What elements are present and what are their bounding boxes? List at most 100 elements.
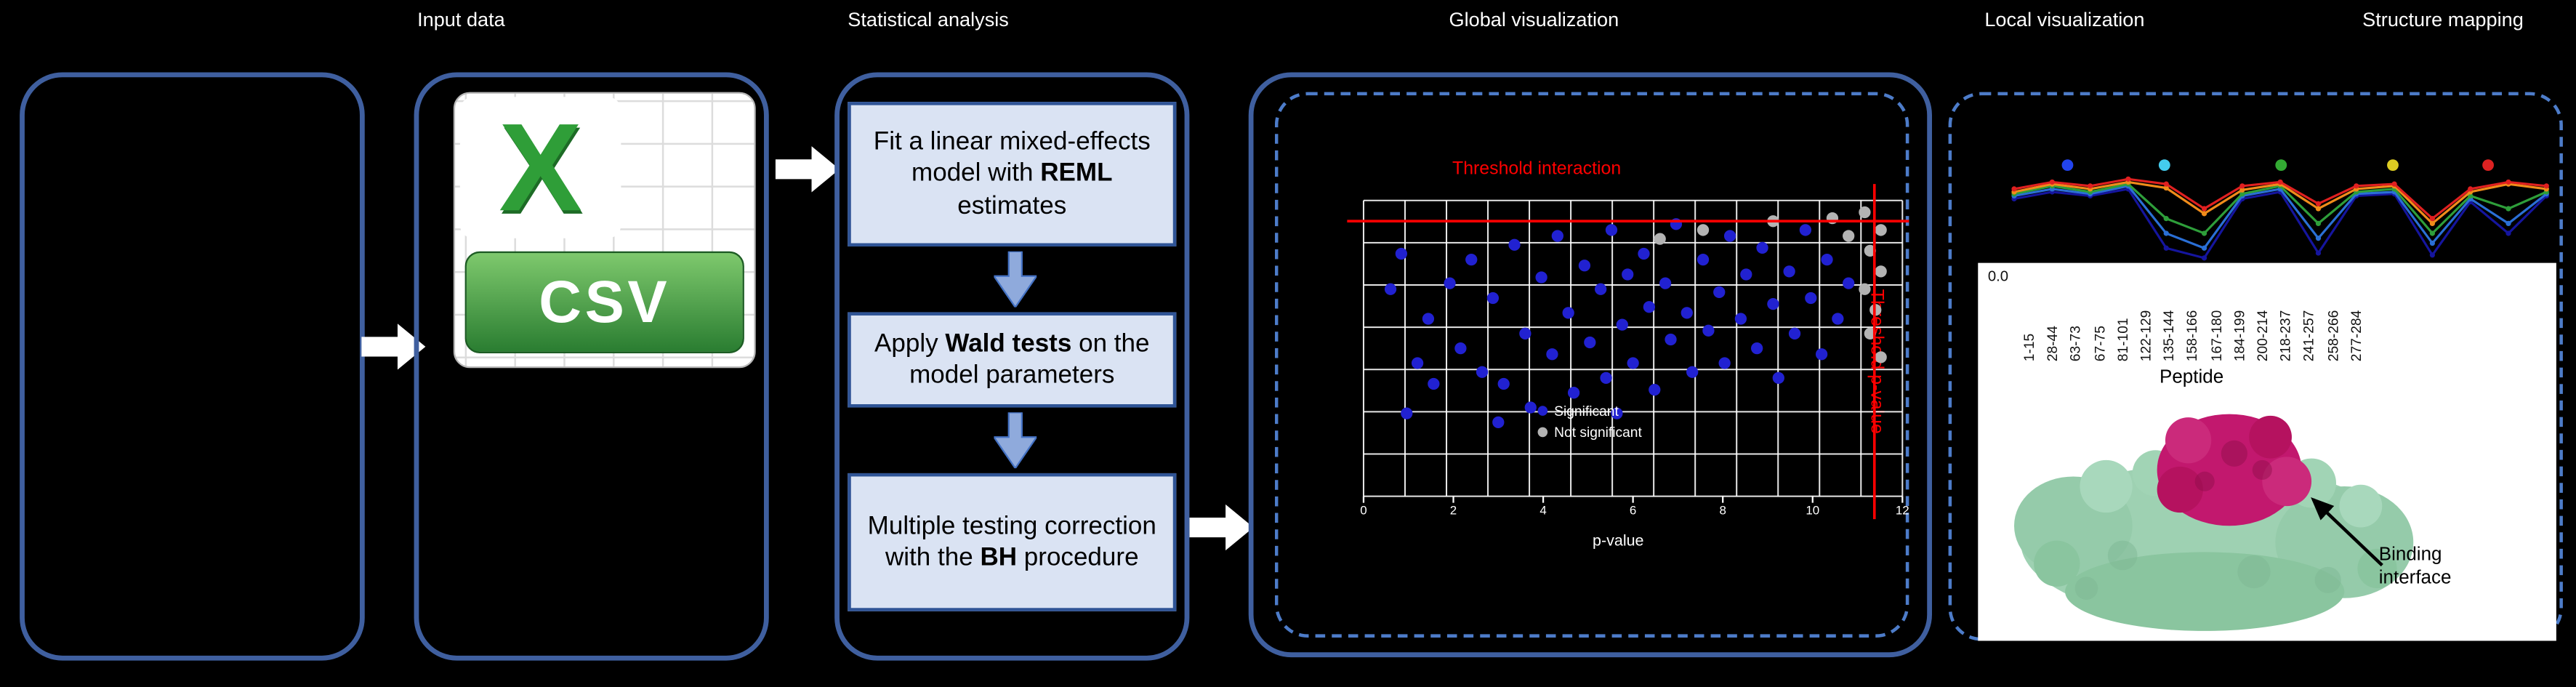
step-bh-correction: Multiple testing correction with the BH …	[848, 473, 1177, 611]
uptake-point-t2	[2315, 236, 2322, 241]
data-point-significant	[1428, 377, 1440, 390]
uptake-point-t5	[2201, 206, 2207, 212]
uptake-plot-svg	[2011, 176, 2549, 261]
uptake-point-t5	[2088, 183, 2093, 189]
step-down-arrow-1	[994, 251, 1037, 308]
uptake-point-t1	[2201, 255, 2207, 261]
threshold-interaction-label: Threshold interaction	[1452, 159, 1622, 180]
csv-banner-label: CSV	[464, 251, 744, 353]
data-point-significant	[1508, 238, 1521, 251]
data-point-significant	[1492, 416, 1505, 429]
data-point-significant	[1843, 277, 1855, 289]
data-point-significant	[1422, 313, 1435, 325]
circle-shape	[2221, 440, 2247, 467]
timepoint-dot	[2387, 159, 2399, 172]
uptake-point-t2	[2505, 220, 2511, 227]
uptake-point-t3	[2429, 230, 2436, 236]
data-point-significant	[1643, 301, 1656, 313]
data-point-significant	[1611, 407, 1623, 419]
data-point-significant	[1605, 224, 1618, 236]
excel-x-logo: X	[459, 97, 621, 238]
uptake-point-t2	[2429, 240, 2436, 246]
flow-arrow-3	[1189, 504, 1254, 551]
step-reml-text: Fit a linear mixed-effects model with RE…	[859, 126, 1164, 222]
volcano-dashed-frame	[1274, 92, 1909, 638]
axis-tick-label: 4	[1539, 503, 1546, 517]
data-point-significant	[1665, 333, 1677, 346]
data-point-significant	[1567, 387, 1580, 399]
data-point-significant	[1702, 324, 1715, 337]
data-point-significant	[1600, 371, 1612, 384]
data-point-not_significant	[1864, 244, 1876, 257]
circle-shape	[2107, 540, 2138, 571]
data-point-not_significant	[1875, 265, 1887, 278]
data-point-not_significant	[1864, 327, 1876, 340]
data-point-not_significant	[1843, 230, 1855, 242]
uptake-point-t5	[2315, 201, 2322, 206]
peptide-tick-label: 1-15	[2021, 333, 2037, 362]
uptake-point-t5	[2543, 183, 2549, 189]
uptake-point-t4	[2201, 211, 2207, 217]
arrow-shape	[775, 146, 840, 193]
data-point-significant	[1723, 230, 1736, 242]
timepoint-dot	[2275, 159, 2287, 172]
arrow-shape	[1189, 504, 1254, 551]
uptake-point-t5	[2354, 183, 2359, 189]
uptake-point-t1	[2505, 230, 2511, 236]
axis-tick-label: 8	[1719, 503, 1726, 517]
step-text-bold: Wald tests	[945, 329, 1072, 358]
data-point-significant	[1696, 253, 1710, 266]
timepoint-dot	[2158, 159, 2170, 172]
axis-tick-label: 10	[1806, 503, 1819, 517]
peptide-tick-label: 277-284	[2347, 310, 2364, 362]
peptide-structure-box: 0.0 1-15 28-44 63-73 67-75 81-101 122-129 135-…	[1978, 262, 2556, 641]
step-text-pre: Multiple testing correction with the	[867, 512, 1156, 572]
header-input-data: Input data	[417, 8, 505, 31]
protein-structure	[2014, 414, 2414, 631]
flow-arrow-2	[775, 146, 840, 193]
uptake-point-t3	[2468, 193, 2474, 199]
data-point-significant	[1772, 371, 1784, 384]
uptake-point-t5	[2163, 181, 2169, 187]
data-point-significant	[1767, 298, 1779, 310]
data-point-significant	[1546, 348, 1558, 361]
circle-shape	[2237, 555, 2271, 589]
data-point-significant	[1395, 247, 1407, 260]
peptide-tick-label: 67-75	[2090, 326, 2107, 362]
uptake-point-t5	[2505, 179, 2511, 185]
circle-shape	[2080, 459, 2133, 513]
uptake-point-t4	[2315, 206, 2322, 212]
legend-dot	[1537, 406, 1548, 417]
circle-shape	[2249, 415, 2292, 459]
data-point-significant	[1384, 283, 1397, 295]
legend-label: Significant	[1554, 402, 1619, 419]
data-point-significant	[1551, 230, 1563, 242]
step-text-post: procedure	[1017, 544, 1139, 572]
circle-shape	[2165, 417, 2212, 464]
data-point-not_significant	[1696, 224, 1710, 236]
data-point-not_significant	[1859, 283, 1871, 295]
circle-shape	[2157, 466, 2203, 513]
experiment-panel	[20, 72, 365, 661]
uptake-point-t5	[2239, 183, 2245, 189]
data-point-significant	[1734, 313, 1747, 325]
peptide-tick-label: 241-257	[2301, 310, 2317, 362]
data-point-significant	[1519, 327, 1531, 340]
uptake-point-t5	[2011, 186, 2017, 192]
data-point-significant	[1444, 277, 1456, 289]
data-point-significant	[1756, 241, 1768, 254]
global-visualization-panel	[1248, 72, 1932, 658]
data-point-significant	[1815, 348, 1828, 361]
circle-shape	[2252, 459, 2272, 480]
timepoint-dot	[2482, 159, 2495, 172]
peptide-tick-label: 184-199	[2230, 310, 2247, 362]
step-text-bold: BH	[980, 544, 1018, 572]
legend-label: Not significant	[1554, 423, 1642, 441]
step-wald-text: Apply Wald tests on the model parameters	[859, 328, 1164, 392]
step-text-pre: Fit a linear mixed-effects model with	[873, 128, 1151, 188]
circle-shape	[2194, 471, 2215, 491]
uptake-point-t4	[2239, 187, 2245, 193]
arrow-shape	[994, 251, 1037, 308]
data-point-significant	[1740, 268, 1752, 281]
data-point-not_significant	[1654, 233, 1666, 245]
